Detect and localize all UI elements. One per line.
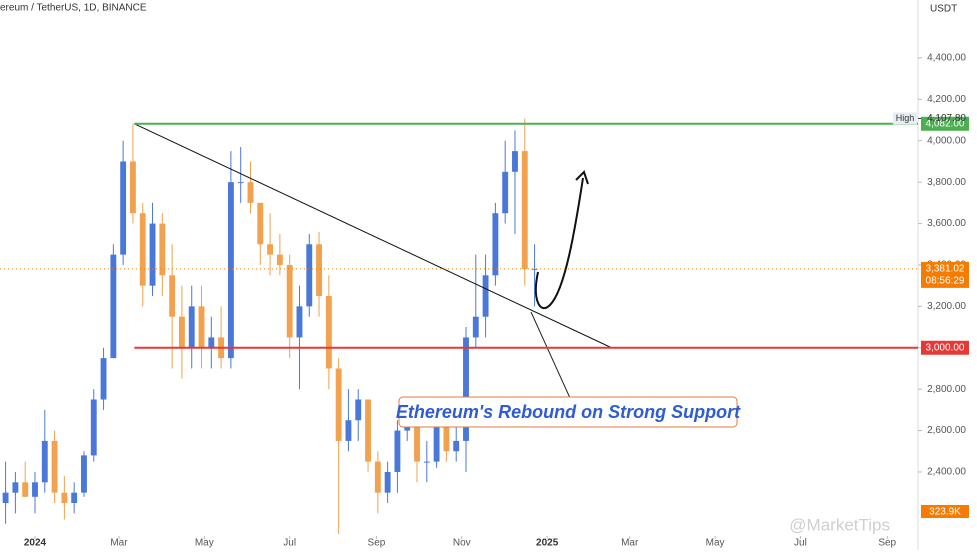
y-tick-label: 4,200.00 <box>927 94 966 105</box>
candle-body <box>502 171 509 214</box>
candle-body <box>81 455 87 493</box>
candle-body <box>306 244 313 307</box>
candle-body <box>286 264 293 338</box>
candle-body <box>531 268 538 270</box>
volume-label: 323.9K <box>929 507 961 518</box>
y-axis-label: USDT <box>930 4 957 15</box>
candle-body <box>208 337 215 348</box>
x-tick-label: Mar <box>621 538 639 549</box>
candle-body <box>355 399 362 421</box>
candle-body <box>365 399 371 462</box>
candle-body <box>51 440 58 493</box>
high-tag-bg <box>893 112 917 125</box>
candle-body <box>169 275 176 317</box>
high-label: 4,107.80 <box>927 113 966 124</box>
candle-body <box>267 244 274 255</box>
x-tick-label: May <box>195 538 214 549</box>
candles <box>2 118 538 535</box>
x-tick-label: Jul <box>283 538 296 549</box>
candle-body <box>149 223 156 286</box>
level-label: 4,082.00 <box>926 118 965 129</box>
level-label-bg <box>921 116 969 131</box>
candle-body <box>22 482 29 497</box>
candle-body <box>188 306 195 348</box>
candle-body <box>325 296 332 369</box>
candle-body <box>423 461 430 463</box>
candle-body <box>100 358 107 400</box>
candle-body <box>394 430 401 472</box>
candle-body <box>41 440 48 483</box>
candle-body <box>433 409 440 462</box>
candle-body <box>139 213 146 286</box>
forecast-arrow <box>534 177 584 309</box>
candle-body <box>227 182 234 359</box>
candle-body <box>472 316 479 338</box>
annotation-box <box>398 396 738 428</box>
candle-body <box>296 306 303 338</box>
candle-body <box>482 275 489 317</box>
candle-body <box>110 254 117 359</box>
y-tick-label: 2,800.00 <box>927 384 966 395</box>
candle-body <box>12 482 19 493</box>
y-tick-label: 4,400.00 <box>927 53 966 64</box>
watermark: @MarketTips <box>789 515 890 534</box>
x-tick-label: May <box>706 538 725 549</box>
x-tick-label: Nov <box>453 538 471 549</box>
candle-body <box>443 409 450 452</box>
candle-body <box>32 482 38 497</box>
candle-body <box>159 223 166 276</box>
y-tick-label: 4,000.00 <box>927 135 966 146</box>
annotation: Ethereum's Rebound on Strong Support <box>396 402 741 422</box>
candle-body <box>384 471 391 493</box>
y-tick-label: 3,200.00 <box>927 301 966 312</box>
candle-body <box>247 182 254 203</box>
high-tag: High <box>896 113 915 123</box>
level-label-bg <box>921 340 969 355</box>
candle-body <box>463 337 469 441</box>
pointer-line <box>530 311 571 399</box>
arrow-head <box>575 170 589 185</box>
candle-body <box>276 254 283 265</box>
trendline <box>134 123 612 349</box>
candle-body <box>492 213 499 276</box>
x-tick-label: 2024 <box>24 538 47 549</box>
x-tick-label: Sep <box>368 538 386 549</box>
candle-body <box>521 151 528 270</box>
candle-body <box>198 306 205 348</box>
candle-body <box>345 420 352 441</box>
x-tick-label: Mar <box>110 538 128 549</box>
candle-body <box>2 492 9 504</box>
y-tick-label: 3,800.00 <box>927 177 966 188</box>
y-tick-label: 2,600.00 <box>927 425 966 436</box>
countdown: 08:56:29 <box>926 276 965 287</box>
candle-body <box>237 182 244 184</box>
candle-body <box>414 420 420 462</box>
x-tick-label: 2025 <box>536 538 559 549</box>
last-price-bg <box>921 261 969 288</box>
candle-body <box>374 461 381 493</box>
y-tick-label: 3,600.00 <box>927 218 966 229</box>
candle-body <box>257 202 264 245</box>
candle-body <box>130 161 136 214</box>
level-label: 3,000.00 <box>926 342 965 353</box>
candle-body <box>90 399 97 456</box>
candle-body <box>71 492 78 504</box>
candle-body <box>316 244 322 297</box>
x-tick-label: Jul <box>794 538 807 549</box>
candle-body <box>178 316 185 348</box>
x-tick-label: Sep <box>878 538 896 549</box>
chart-title: ereum / TetherUS, 1D, BINANCE <box>0 3 147 14</box>
candle-body <box>335 368 342 441</box>
volume-label-bg <box>921 505 969 518</box>
last-price-label: 3,381.02 <box>926 264 965 275</box>
y-tick-label: 2,400.00 <box>927 467 966 478</box>
candle-body <box>61 492 68 504</box>
candle-body <box>453 440 460 452</box>
candle-body <box>512 151 518 172</box>
candle-body <box>120 161 127 255</box>
